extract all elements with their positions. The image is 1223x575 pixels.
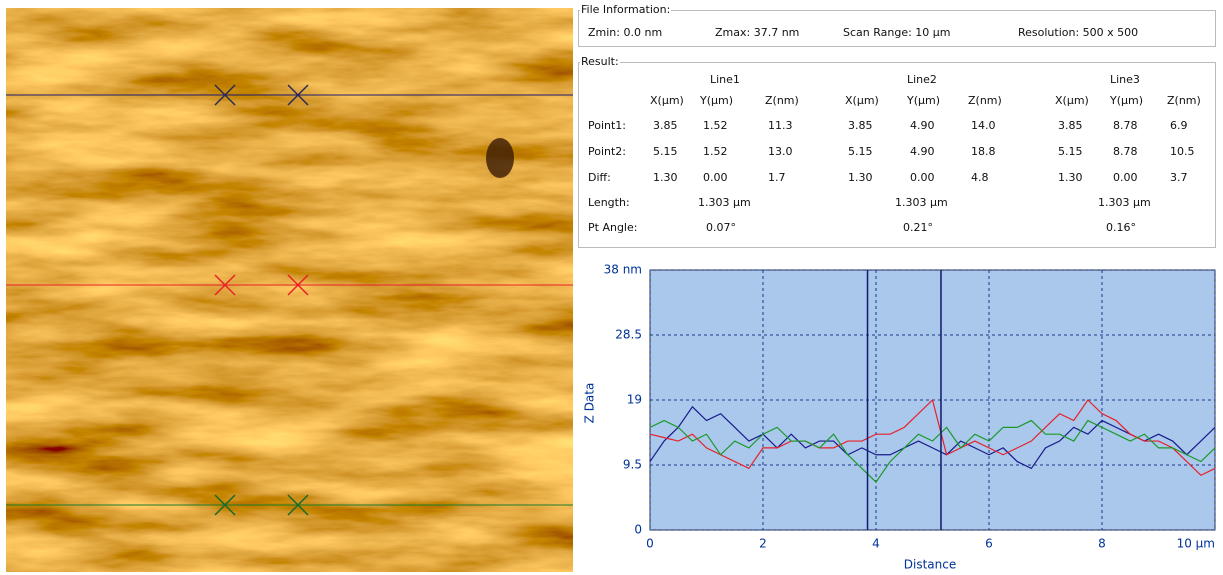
cell: 3.85 (653, 120, 678, 132)
line-header: Line2 (907, 74, 937, 86)
x-tick-label: 8 (1098, 537, 1106, 551)
profile-line (650, 421, 1215, 483)
cell: 1.30 (1058, 172, 1083, 184)
column-header: Y(µm) (907, 95, 940, 107)
cell: 0.00 (703, 172, 728, 184)
line-header: Line1 (710, 74, 740, 86)
afm-image (0, 0, 575, 575)
page: File Information: Zmin: 0.0 nm Zmax: 37.7 … (0, 0, 1223, 575)
cell: 1.303 µm (1098, 197, 1151, 209)
cell: 18.8 (971, 146, 996, 158)
section-title: File Information: (580, 4, 671, 16)
cell: 0.07° (706, 222, 736, 234)
cell: 0.16° (1106, 222, 1136, 234)
cell: 3.7 (1170, 172, 1188, 184)
cell: 5.15 (653, 146, 678, 158)
cell: 6.9 (1170, 120, 1188, 132)
cell: 1.303 µm (895, 197, 948, 209)
y-tick-label: 28.5 (615, 328, 642, 342)
zmax: Zmax: 37.7 nm (715, 27, 799, 39)
x-tick-label: 4 (872, 537, 880, 551)
column-header: Z(nm) (1167, 95, 1201, 107)
x-tick-label: 0 (646, 537, 654, 551)
column-header: X(µm) (845, 95, 879, 107)
x-tick-label: 2 (759, 537, 767, 551)
cell: 4.8 (971, 172, 989, 184)
row-label: Length: (588, 197, 630, 209)
y-tick-label: 0 (634, 523, 642, 537)
cell: 1.52 (703, 120, 728, 132)
cell: 3.85 (1058, 120, 1083, 132)
cell: 0.00 (1113, 172, 1138, 184)
column-header: Y(µm) (700, 95, 733, 107)
plot-area (650, 270, 1215, 530)
cell: 0.00 (910, 172, 935, 184)
afm-surface (6, 8, 573, 572)
cell: 8.78 (1113, 146, 1138, 158)
y-tick-label: 19 (627, 393, 642, 407)
column-header: Z(nm) (765, 95, 799, 107)
cell: 1.7 (768, 172, 786, 184)
column-header: Y(µm) (1110, 95, 1143, 107)
y-tick-label: 9.5 (623, 458, 642, 472)
x-axis-label: Distance (904, 558, 956, 572)
cell: 4.90 (910, 146, 935, 158)
row-label: Diff: (588, 172, 611, 184)
column-header: Z(nm) (968, 95, 1002, 107)
line-header: Line3 (1110, 74, 1140, 86)
profile-line (650, 407, 1215, 469)
cell: 10.5 (1170, 146, 1195, 158)
resolution: Resolution: 500 x 500 (1018, 27, 1138, 39)
cell: 14.0 (971, 120, 996, 132)
y-axis-label: Z Data (583, 383, 597, 424)
cell: 1.30 (653, 172, 678, 184)
y-tick-label: 38 nm (604, 263, 642, 277)
x-tick-label: 10 µm (1177, 537, 1215, 551)
row-label: Point1: (588, 120, 626, 132)
cell: 0.21° (903, 222, 933, 234)
cell: 1.303 µm (698, 197, 751, 209)
cell: 3.85 (848, 120, 873, 132)
x-tick-label: 6 (985, 537, 993, 551)
cell: 13.0 (768, 146, 793, 158)
scan-range: Scan Range: 10 µm (843, 27, 951, 39)
cell: 5.15 (848, 146, 873, 158)
row-label: Point2: (588, 146, 626, 158)
section-title: Result: (580, 56, 620, 68)
zmin: Zmin: 0.0 nm (588, 27, 662, 39)
cell: 4.90 (910, 120, 935, 132)
cell: 1.52 (703, 146, 728, 158)
afm-pit (486, 138, 514, 178)
cell: 5.15 (1058, 146, 1083, 158)
column-header: X(µm) (1055, 95, 1089, 107)
cell: 8.78 (1113, 120, 1138, 132)
row-label: Pt Angle: (588, 222, 637, 234)
cell: 11.3 (768, 120, 793, 132)
cell: 1.30 (848, 172, 873, 184)
column-header: X(µm) (650, 95, 684, 107)
profile-line (650, 400, 1215, 475)
